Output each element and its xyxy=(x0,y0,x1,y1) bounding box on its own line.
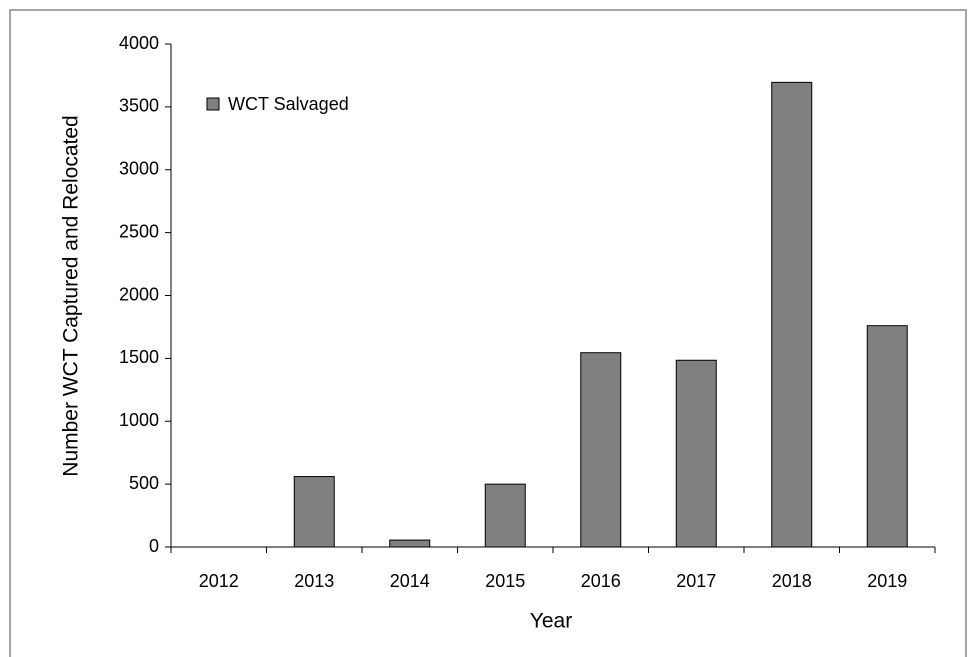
bar xyxy=(866,325,908,548)
y-axis-title: Number WCT Captured and Relocated xyxy=(60,115,83,476)
bar xyxy=(293,476,335,548)
y-tick-label: 4000 xyxy=(119,33,159,53)
y-tick-label: 1000 xyxy=(119,410,159,430)
y-tick-label: 2000 xyxy=(119,284,159,304)
x-tick-label: 2015 xyxy=(485,571,525,591)
x-axis-title: Year xyxy=(530,610,572,633)
x-tick-label: 2014 xyxy=(390,571,430,591)
y-tick-label: 0 xyxy=(149,536,159,556)
bar xyxy=(771,81,813,548)
x-tick-label: 2017 xyxy=(676,571,716,591)
x-tick-label: 2012 xyxy=(199,571,239,591)
bar xyxy=(580,352,622,548)
y-tick-label: 2500 xyxy=(119,221,159,241)
chart-frame xyxy=(9,9,967,657)
bar xyxy=(389,539,431,548)
x-tick-label: 2018 xyxy=(772,571,812,591)
y-tick-label: 3500 xyxy=(119,96,159,116)
bar xyxy=(675,359,717,548)
legend-label: WCT Salvaged xyxy=(228,94,349,114)
x-tick-label: 2013 xyxy=(294,571,334,591)
y-tick-label: 1500 xyxy=(119,347,159,367)
y-tick-label: 3000 xyxy=(119,159,159,179)
legend-swatch xyxy=(206,97,220,111)
x-tick-label: 2019 xyxy=(867,571,907,591)
bar xyxy=(484,483,526,548)
x-tick-label: 2016 xyxy=(581,571,621,591)
y-tick-label: 500 xyxy=(129,473,159,493)
